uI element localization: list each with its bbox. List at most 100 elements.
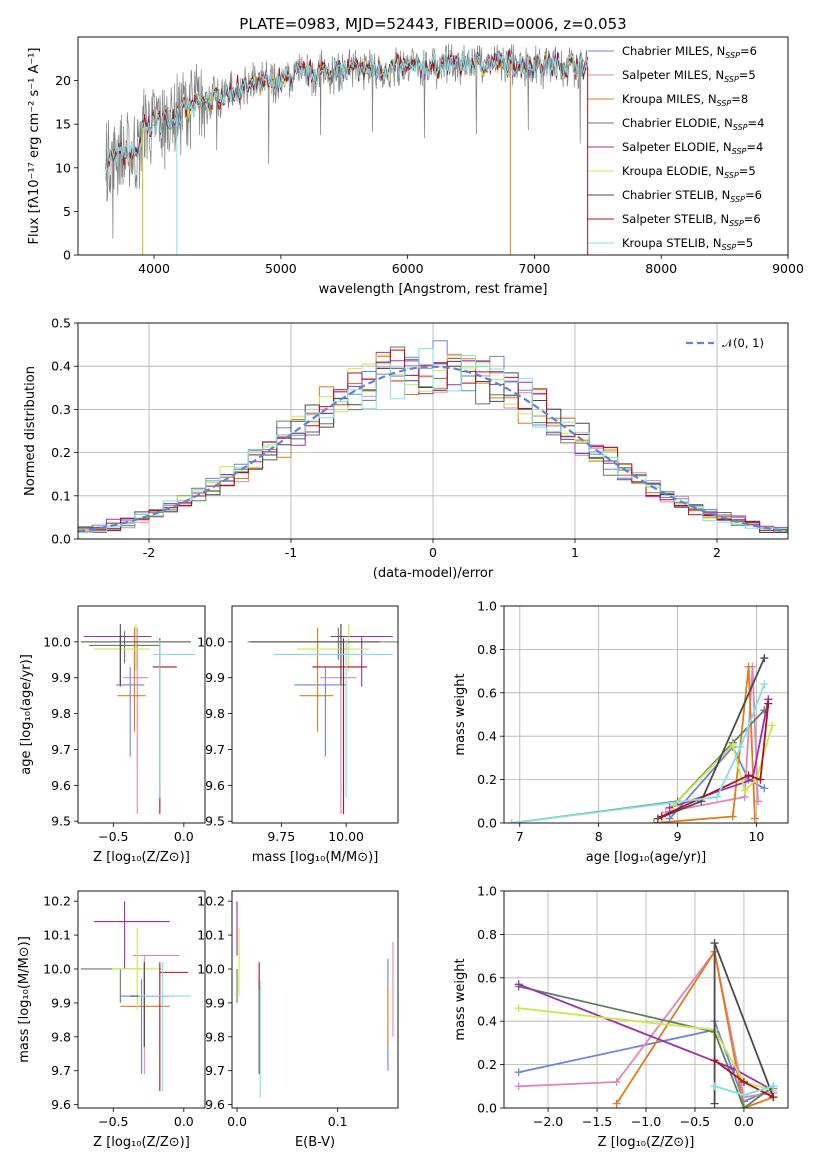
legend-entry-sub: SSP [722,243,737,252]
weight_vs_Z-ylabel: mass weight [453,958,468,1040]
mass-weight-marker [713,792,721,801]
weight_vs_age-panel: 7 8 9 10 0.0 0.2 0.4 0.6 0.8 1.0 age [log₁₀(age/yr… [453,599,789,865]
legend-entry: Chabrier MILES, NSSP=6 [622,44,757,60]
weight_vs_age-ylabel: mass weight [453,673,468,755]
weight_vs_Z-xtick-label: −1.0 [631,1114,661,1129]
legend-entry-name: Kroupa MILES, N [622,92,717,106]
mass_vs_ebv-xtick-label: 0.1 [328,1114,348,1129]
legend-entry-sub: SSP [724,75,739,84]
weight_vs_age-xtick-label: 8 [595,829,603,844]
weight_vs_Z-xtick-label: 0.0 [734,1114,754,1129]
spectrum-xtick-label: 6000 [392,261,424,276]
weight_vs_age-frame [503,605,789,824]
mass_vs_ebv-ytick-label: 9.9 [205,995,225,1010]
age_vs_mass-ytick-label: 9.8 [205,706,225,721]
spectrum-xtick-label: 7000 [519,261,551,276]
weight_vs_age-xlabel: age [log₁₀(age/yr)] [586,850,707,865]
legend-entry-sub: SSP [732,147,747,156]
residuals-ytick-label: 0.4 [51,359,71,374]
mass-weight-marker [507,819,516,823]
mass_vs_ebv-ytick-label: 9.8 [205,1029,225,1044]
mass_vs_Z-ytick-label: 9.8 [51,1029,71,1044]
mass-weight-marker [760,680,769,689]
weight_vs_Z-frame [503,890,789,1109]
mass_vs_ebv-ytick-label: 10.1 [197,928,225,943]
legend-entry-sub: SSP [733,123,748,132]
age_vs_Z-xlabel: Z [log₁₀(Z/Z⊙)] [93,850,190,865]
mass_vs_Z-xtick-label: 0.0 [174,1114,194,1129]
age_vs_Z-ytick-label: 9.8 [51,706,71,721]
weight_vs_Z-ytick-label: 1.0 [477,884,497,899]
mass-weight-marker [728,740,737,749]
weight_vs_Z-panel: −2.0 −1.5 −1.0 −0.5 0.0 0.0 0.2 0.4 0.6 0.8 1.0 Z [… [453,884,789,1150]
mass-weight-marker [514,1068,523,1077]
mass-weight-marker [744,771,753,780]
legend-entry-name: Salpeter MILES, N [622,68,724,82]
spectrum-ytick-label: 10 [55,160,71,175]
spectrum-ytick-label: 0 [63,248,71,263]
age_vs_mass-ytick-label: 9.5 [205,814,225,829]
legend-entry: Chabrier STELIB, NSSP=6 [622,188,762,204]
legend-entry-tail: =6 [744,212,761,226]
legend-entry-name: Kroupa ELODIE, N [622,164,724,178]
mass-weight-marker [514,1004,523,1013]
mass_vs_Z-xtick-label: −0.5 [98,1114,128,1129]
legend-entry-tail: =5 [739,68,756,82]
age_vs_mass-xtick-label: 10.00 [328,829,364,844]
mass_vs_Z-ytick-label: 10.1 [43,928,71,943]
mass_vs_ebv-ytick-label: 10.0 [197,961,225,976]
mass-weight-line [665,666,759,813]
age_vs_mass-ytick-label: 10.0 [197,634,225,649]
legend-entry-tail: =6 [745,188,762,202]
spectrum-xlabel: wavelength [Angstrom, rest frame] [319,282,548,297]
age_vs_mass-ytick-label: 9.6 [205,778,225,793]
mass_vs_Z-ytick-label: 9.9 [51,995,71,1010]
mass-weight-marker [756,775,765,784]
residuals-xtick-label: 2 [713,545,721,560]
spectrum-xtick-label: 4000 [138,261,170,276]
mass_vs_ebv-plot-area [236,901,394,1098]
mass-weight-marker [760,654,769,663]
weight_vs_Z-xtick-label: −1.5 [582,1114,612,1129]
legend-entry: Kroupa STELIB, NSSP=5 [622,236,753,252]
age_vs_Z-ytick-label: 9.9 [51,670,71,685]
spectrum-xtick-label: 5000 [265,261,297,276]
legend-entry-name: Chabrier STELIB, N [622,188,730,202]
spectrum-frame [77,36,789,256]
legend-entry-name: Salpeter STELIB, N [622,212,729,226]
spectrum-model-line [105,52,589,171]
spectrum-xtick-label: 8000 [645,261,677,276]
residuals-xtick-label: 0 [429,545,437,560]
weight_vs_age-ytick-label: 0.6 [477,685,497,700]
mass-weight-marker [768,721,777,730]
mass_vs_Z-panel: −0.5 0.0 9.6 9.7 9.8 9.9 10.0 10.1 10.2 Z [log₁₀(… [17,890,206,1150]
mass_vs_Z-ytick-label: 10.0 [43,961,71,976]
mass_vs_ebv-ytick-label: 9.7 [205,1063,225,1078]
mass-weight-marker [739,1077,748,1086]
mass-weight-marker [612,1099,621,1108]
weight_vs_age-ytick-label: 0.8 [477,642,497,657]
age_vs_mass-panel: 9.75 10.00 9.5 9.6 9.7 9.8 9.9 10.0 mass [log₁₀(… [197,605,399,865]
weight_vs_age-ytick-label: 1.0 [477,599,497,614]
legend-entry-tail: =5 [739,164,756,178]
spectrum-ytick-label: 20 [55,73,71,88]
residuals-ytick-label: 0.1 [51,488,71,503]
age_vs_mass-ytick-label: 9.7 [205,742,225,757]
weight_vs_Z-ytick-label: 0.8 [477,927,497,942]
residual-histogram-step [78,348,788,533]
residuals-plot-area [78,340,788,533]
residuals-xtick-label: 1 [571,545,579,560]
age_vs_mass-xtick-label: 9.75 [267,829,295,844]
mass-weight-marker [739,1090,748,1099]
age_vs_Z-xtick-label: −0.5 [98,829,128,844]
legend-entry-name: Chabrier ELODIE, N [622,116,733,130]
spectrum-xtick-label: 9000 [772,261,804,276]
mass-weight-marker [657,812,666,821]
mass-weight-marker [740,786,749,795]
age_vs_Z-xtick-label: 0.0 [174,829,194,844]
gaussian-legend-label: 𝒩(0, 1) [722,336,764,350]
legend-entry: Chabrier ELODIE, NSSP=4 [622,116,764,132]
weight_vs_Z-ytick-label: 0.6 [477,970,497,985]
weight_vs_Z-plot-area [514,939,778,1108]
weight_vs_age-plot-area [507,654,777,823]
